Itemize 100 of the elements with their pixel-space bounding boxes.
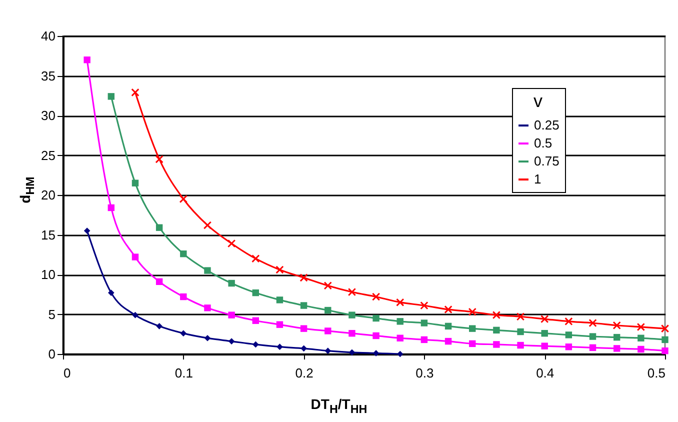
y-tick-label: 10	[41, 267, 56, 282]
legend-label: 0.5	[534, 136, 552, 150]
point	[227, 239, 236, 248]
point	[324, 328, 332, 334]
point	[252, 317, 259, 324]
point	[444, 338, 452, 345]
point	[468, 308, 476, 316]
point	[469, 325, 476, 332]
point	[493, 341, 500, 348]
y-tick-label: 5	[48, 306, 56, 322]
point	[180, 330, 187, 336]
point	[348, 312, 356, 318]
point	[469, 340, 476, 348]
y-tick-label: 30	[41, 108, 56, 123]
point	[300, 325, 308, 332]
point	[276, 321, 284, 328]
y-tick-label: 40	[41, 28, 56, 44]
point	[420, 301, 428, 310]
point	[132, 312, 138, 318]
y-tick-label: 15	[41, 227, 56, 242]
y-tick-label: 25	[41, 148, 56, 163]
point	[612, 321, 621, 330]
y-tick-label: 35	[41, 68, 56, 84]
point	[300, 302, 308, 309]
point	[179, 194, 188, 204]
point	[156, 224, 163, 231]
point	[108, 290, 114, 296]
point	[662, 347, 668, 354]
point	[324, 306, 332, 314]
legend-label: 1	[534, 172, 542, 186]
point	[132, 180, 139, 186]
legend-label: 0.25	[534, 118, 560, 132]
point	[565, 343, 572, 350]
point	[228, 280, 235, 287]
point	[203, 221, 212, 230]
point	[541, 342, 548, 350]
point	[565, 332, 572, 338]
point	[108, 204, 115, 212]
point	[516, 312, 525, 321]
point	[517, 328, 524, 336]
point	[84, 228, 90, 234]
x-tick-label: 0.2	[295, 366, 314, 380]
point	[396, 350, 404, 358]
x-tick-label: 0	[64, 366, 71, 380]
point	[420, 320, 428, 326]
point	[396, 318, 404, 325]
point	[613, 334, 620, 341]
point	[588, 318, 597, 328]
point	[156, 323, 162, 330]
point	[348, 349, 356, 356]
point	[131, 88, 140, 97]
point	[420, 336, 428, 344]
point	[444, 322, 452, 330]
y-tick-label: 20	[41, 188, 56, 202]
x-tick-label: 0.5	[647, 366, 666, 380]
point	[517, 342, 524, 349]
point	[180, 293, 187, 300]
point	[84, 56, 90, 64]
point	[276, 266, 284, 274]
point	[204, 334, 211, 342]
point	[180, 250, 187, 258]
point	[372, 332, 380, 340]
x-axis-title: DT$_{H}$/T$_{HH}$	[310, 396, 368, 416]
point	[324, 348, 332, 354]
point	[276, 296, 284, 304]
legend-title: v	[534, 91, 542, 111]
legend-label: 0.75	[534, 154, 560, 168]
point	[492, 310, 501, 320]
point	[613, 345, 620, 352]
point	[564, 317, 573, 326]
point	[324, 282, 332, 290]
x-tick-label: 0.3	[416, 366, 434, 380]
point	[638, 334, 644, 342]
point	[589, 333, 596, 340]
point	[204, 304, 211, 312]
point	[372, 314, 380, 322]
point	[660, 324, 670, 333]
point	[372, 350, 380, 356]
point	[396, 334, 404, 342]
point	[396, 298, 404, 306]
point	[444, 305, 452, 314]
point	[132, 254, 139, 260]
point	[228, 312, 235, 318]
point	[348, 288, 356, 296]
point	[276, 344, 283, 350]
point	[228, 338, 235, 344]
x-tick-label: 0.4	[536, 366, 554, 380]
point	[540, 314, 549, 324]
point	[156, 278, 163, 286]
point	[589, 344, 596, 351]
point	[252, 289, 259, 296]
point	[636, 322, 646, 332]
point	[300, 345, 307, 352]
point	[252, 341, 259, 348]
point	[300, 274, 308, 282]
point	[204, 267, 211, 274]
point	[638, 346, 644, 353]
point	[108, 93, 115, 100]
point	[662, 336, 668, 344]
point	[252, 254, 260, 263]
